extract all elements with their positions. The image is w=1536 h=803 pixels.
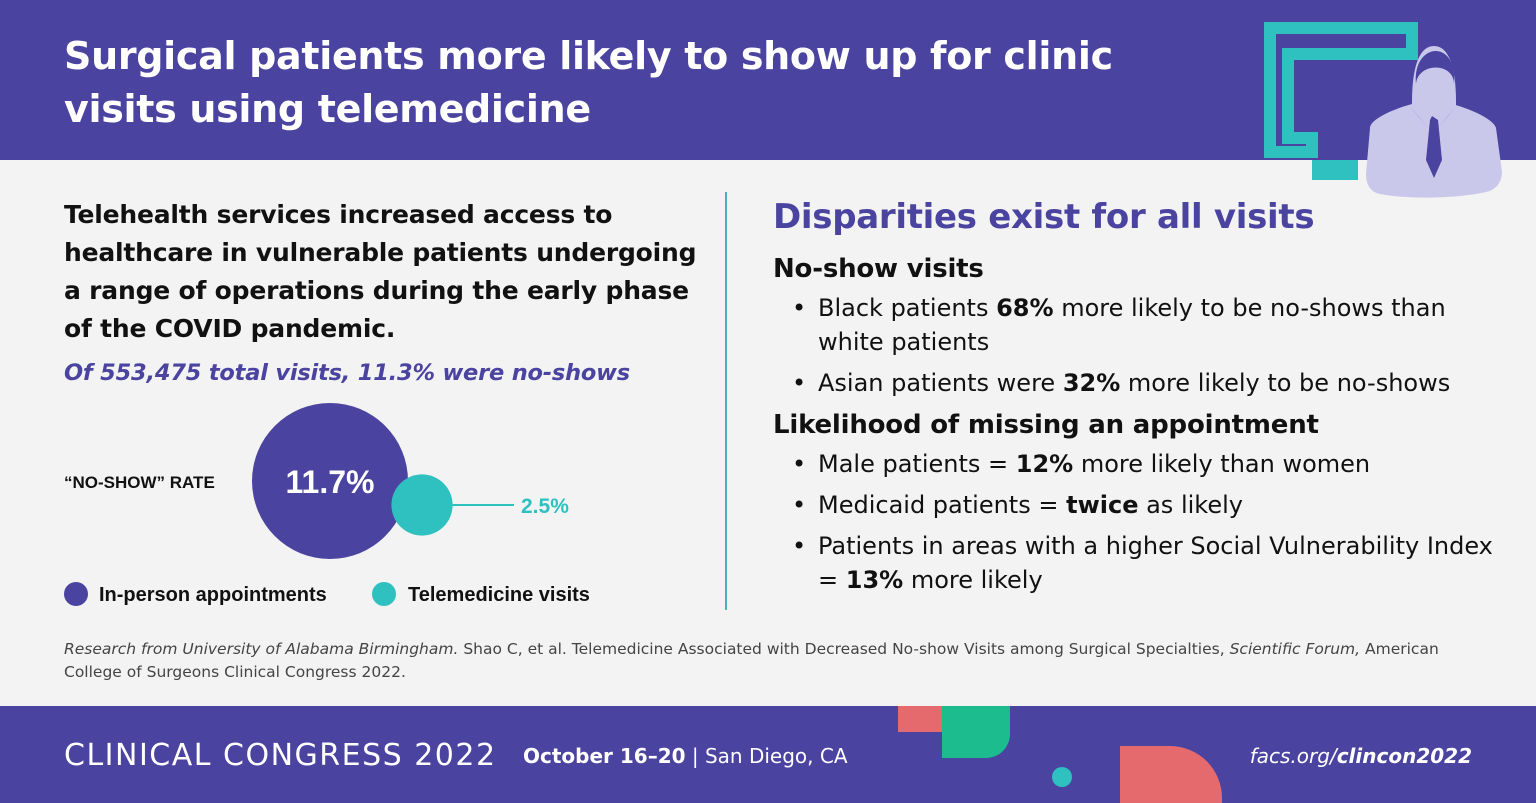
monitor-person-icon — [1264, 22, 1502, 198]
telemedicine-bubble — [391, 474, 453, 536]
decorative-shapes — [898, 706, 1222, 803]
chart-title: “NO-SHOW” RATE — [64, 473, 215, 492]
legend-in-person-label: In-person appointments — [99, 584, 327, 606]
no-show-visits-list: Black patients 68% more likely to be no-… — [773, 291, 1493, 400]
disparities-heading: Disparities exist for all visits — [773, 197, 1315, 237]
list-item: Asian patients were 32% more likely to b… — [773, 366, 1493, 400]
total-visits-summary: Of 553,475 total visits, 11.3% were no-s… — [64, 360, 630, 386]
no-show-rate-chart: “NO-SHOW” RATE 11.7% 2.5% In-person appo… — [0, 400, 700, 620]
event-name: CLINICAL CONGRESS 2022 — [64, 738, 497, 773]
column-divider — [725, 192, 727, 610]
event-url-link[interactable]: facs.org/clincon2022 — [1249, 744, 1472, 768]
right-column: Disparities exist for all visits No-show… — [773, 196, 1493, 604]
list-item: Male patients = 12% more likely than wom… — [773, 447, 1493, 481]
no-show-visits-heading: No-show visits — [773, 254, 984, 284]
left-column: Telehealth services increased access to … — [64, 196, 704, 386]
legend-telemedicine-label: Telemedicine visits — [408, 584, 590, 606]
missing-appointment-heading: Likelihood of missing an appointment — [773, 410, 1319, 440]
list-item: Medicaid patients = twice as likely — [773, 488, 1493, 522]
in-person-bubble — [252, 403, 408, 559]
in-person-value-label: 11.7% — [286, 464, 375, 500]
telemedicine-value-label: 2.5% — [521, 495, 569, 518]
list-item: Patients in areas with a higher Social V… — [773, 529, 1493, 597]
legend-in-person-swatch — [64, 582, 88, 606]
page-title: Surgical patients more likely to show up… — [64, 34, 1113, 131]
list-item: Black patients 68% more likely to be no-… — [773, 291, 1493, 359]
footer-banner: CLINICAL CONGRESS 2022 October 16–20 | S… — [0, 706, 1536, 803]
intro-text: Telehealth services increased access to … — [64, 200, 697, 343]
event-dates-location: October 16–20 | San Diego, CA — [523, 744, 848, 768]
citation: Research from University of Alabama Birm… — [64, 640, 1439, 681]
missing-appointment-list: Male patients = 12% more likely than wom… — [773, 447, 1493, 597]
legend-telemedicine-swatch — [372, 582, 396, 606]
